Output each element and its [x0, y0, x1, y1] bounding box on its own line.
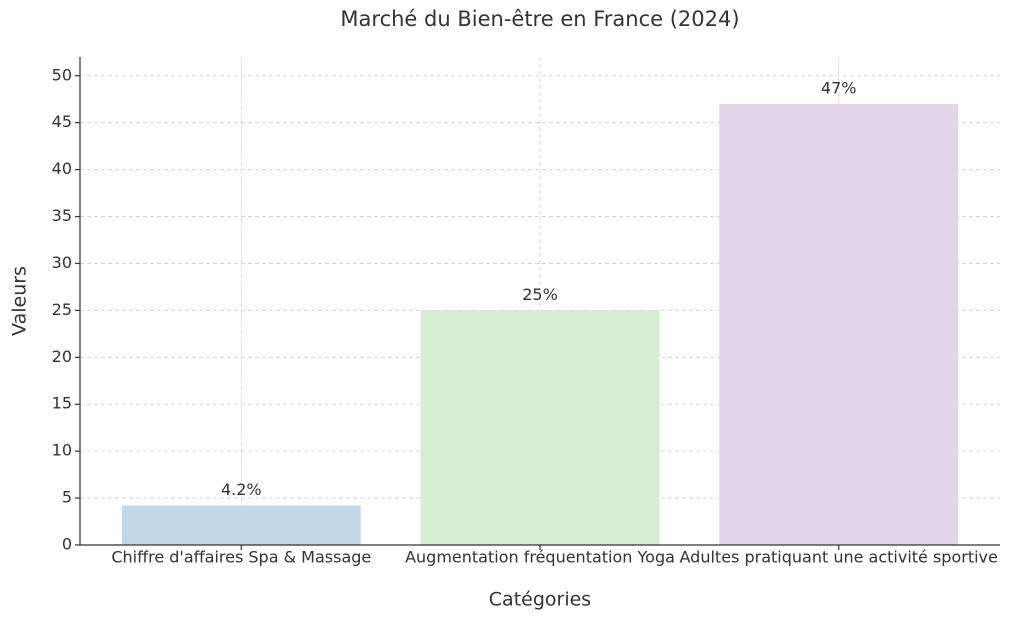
- x-axis-label: Catégories: [489, 589, 591, 611]
- y-tick-label: 35: [52, 206, 72, 225]
- y-tick-label: 50: [52, 65, 72, 84]
- data-label: 47%: [821, 78, 857, 97]
- y-tick-label: 40: [52, 159, 72, 178]
- y-tick-label: 25: [52, 300, 72, 319]
- bar: [420, 310, 660, 545]
- chart-title: Marché du Bien-être en France (2024): [340, 7, 739, 31]
- y-tick-label: 10: [52, 441, 72, 460]
- y-tick-label: 45: [52, 112, 72, 131]
- x-tick-label: Augmentation fréquentation Yoga: [405, 548, 675, 567]
- bar: [121, 505, 361, 545]
- y-tick-label: 0: [62, 535, 72, 554]
- bar: [719, 103, 959, 545]
- x-tick-label: Adultes pratiquant une activité sportive: [680, 548, 998, 567]
- data-label: 4.2%: [221, 480, 262, 499]
- y-tick-label: 5: [62, 488, 72, 507]
- y-tick-label: 15: [52, 394, 72, 413]
- y-tick-label: 20: [52, 347, 72, 366]
- data-label: 25%: [522, 285, 558, 304]
- x-tick-label: Chiffre d'affaires Spa & Massage: [111, 548, 371, 567]
- y-tick-label: 30: [52, 253, 72, 272]
- y-axis-label: Valeurs: [9, 266, 31, 336]
